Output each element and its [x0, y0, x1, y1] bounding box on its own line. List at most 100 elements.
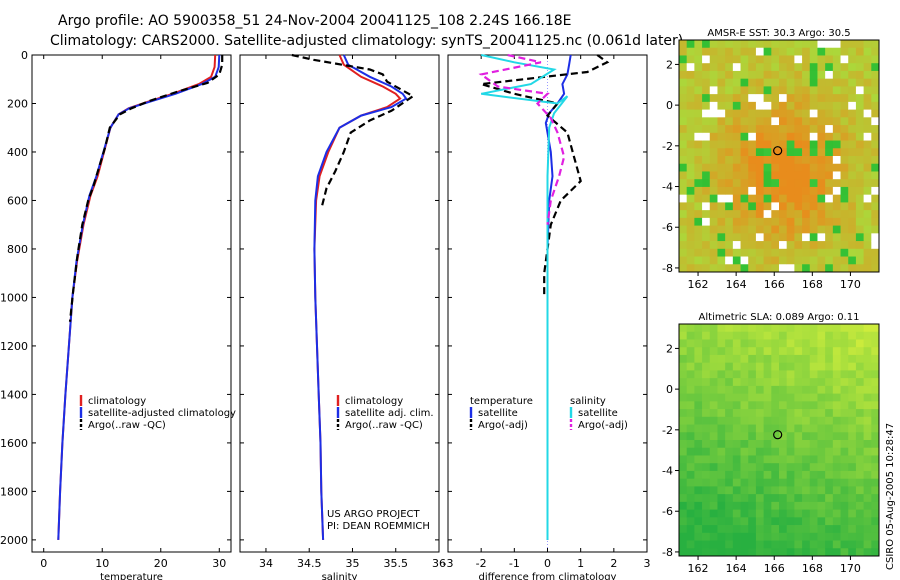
map-cell — [863, 202, 872, 211]
map-cell — [740, 101, 749, 110]
map-cell — [732, 70, 741, 80]
map-cell — [871, 248, 880, 257]
map-cell — [817, 486, 826, 495]
temperature-x-tick-label: 20 — [154, 557, 168, 570]
map-cell — [802, 501, 811, 510]
map-cell — [717, 140, 726, 149]
map-cell — [709, 463, 718, 472]
map-cell — [686, 179, 695, 188]
map-cell — [832, 101, 841, 110]
map-cell — [679, 94, 688, 103]
map-cell — [694, 378, 703, 387]
map-cell — [702, 393, 711, 402]
map-cell — [779, 486, 788, 495]
sla_map-x-tick-label: 166 — [764, 562, 785, 575]
map-cell — [694, 179, 703, 188]
map-cell — [848, 385, 857, 394]
sla_map-y-tick-label: -4 — [662, 465, 673, 478]
map-cell — [679, 163, 688, 172]
map-cell — [771, 494, 780, 503]
map-cell — [686, 548, 695, 557]
difference-x-tick-label: 2 — [610, 557, 617, 570]
map-cell — [855, 55, 865, 64]
map-cell — [732, 354, 741, 364]
map-cell — [740, 347, 749, 356]
map-cell — [717, 132, 726, 141]
map-cell — [794, 264, 803, 273]
map-cell — [825, 378, 834, 387]
map-cell — [794, 47, 803, 56]
map-cell — [748, 264, 757, 273]
map-cell — [802, 117, 811, 126]
map-cell — [786, 163, 795, 172]
map-cell — [825, 532, 834, 541]
legend-label-climatology: climatology — [88, 396, 146, 407]
map-cell — [817, 447, 826, 456]
map-cell — [732, 179, 741, 188]
map-cell — [794, 140, 803, 149]
map-cell — [709, 362, 718, 371]
map-cell — [679, 109, 688, 118]
map-cell — [863, 339, 872, 348]
map-cell — [848, 264, 857, 273]
map-cell — [871, 233, 880, 242]
map-cell — [679, 63, 688, 72]
map-cell — [686, 517, 695, 526]
map-cell — [779, 210, 788, 219]
map-cell — [840, 248, 849, 257]
map-cell — [809, 470, 818, 480]
map-cell — [679, 202, 688, 211]
map-cell — [855, 393, 865, 402]
map-cell — [802, 393, 811, 402]
map-cell — [825, 385, 834, 394]
map-cell — [725, 347, 734, 356]
map-cell — [686, 47, 695, 56]
map-cell — [732, 132, 741, 141]
map-cell — [794, 94, 803, 103]
map-cell — [794, 163, 803, 172]
map-cell — [794, 78, 803, 87]
map-cell — [725, 241, 734, 250]
map-cell — [786, 401, 795, 410]
map-cell — [779, 264, 788, 273]
map-cell — [871, 548, 880, 557]
map-cell — [809, 117, 818, 126]
map-cell — [717, 233, 726, 242]
map-cell — [786, 156, 795, 165]
map-cell — [771, 70, 780, 80]
map-cell — [763, 532, 772, 541]
map-cell — [809, 540, 818, 549]
map-cell — [817, 125, 826, 134]
map-cell — [740, 70, 749, 80]
map-cell — [717, 525, 726, 534]
map-cell — [848, 109, 857, 118]
map-cell — [679, 385, 688, 394]
map-cell — [817, 132, 826, 141]
map-cell — [832, 225, 841, 234]
map-cell — [817, 40, 826, 49]
map-cell — [863, 241, 872, 250]
map-cell — [709, 347, 718, 356]
map-cell — [679, 47, 688, 56]
map-cell — [817, 455, 826, 464]
map-cell — [763, 447, 772, 456]
map-cell — [786, 109, 795, 118]
map-cell — [686, 501, 695, 510]
map-cell — [748, 509, 757, 518]
map-cell — [771, 140, 780, 149]
map-cell — [755, 202, 765, 211]
project-credit: US ARGO PROJECT — [327, 509, 421, 520]
map-cell — [825, 494, 834, 503]
map-cell — [732, 486, 741, 495]
map-cell — [871, 532, 880, 541]
map-cell — [709, 409, 718, 418]
map-cell — [802, 432, 811, 441]
map-cell — [840, 125, 849, 134]
map-cell — [825, 440, 834, 449]
map-cell — [694, 63, 703, 72]
map-cell — [748, 525, 757, 534]
map-cell — [763, 202, 772, 211]
map-cell — [709, 40, 718, 49]
map-cell — [694, 470, 703, 480]
map-cell — [840, 354, 849, 364]
